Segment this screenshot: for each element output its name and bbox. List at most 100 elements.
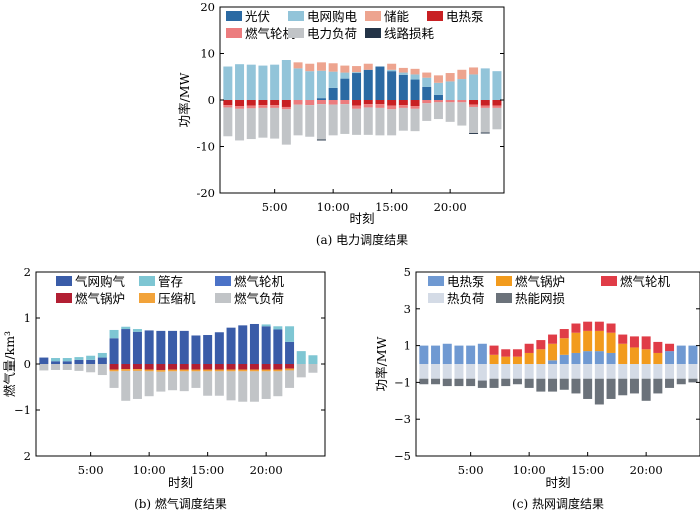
bar-b-燃气负荷-20: [261, 371, 271, 399]
legend-label-c-0: 电热泵: [447, 274, 485, 289]
bar-c-热负荷-15: [583, 364, 593, 379]
bar-a-燃气轮机-13: [363, 104, 373, 108]
bar-b-管存-22: [285, 326, 295, 342]
y-tick-label-c-0: −5: [394, 449, 411, 463]
bar-c-燃气锅炉-13: [559, 338, 569, 355]
legend-label-a-4: 燃气轮机: [245, 26, 296, 41]
legend-swatch-c-2: [601, 276, 617, 286]
bar-a-燃气轮机-18: [422, 100, 432, 104]
bar-c-热能网损-14: [571, 378, 581, 394]
bar-c-热能网损-12: [548, 378, 558, 392]
bar-b-压缩机-7: [109, 369, 119, 372]
bar-b-压缩机-15: [203, 369, 213, 372]
bar-a-电网购电-10: [328, 71, 338, 88]
legend-label-a-5: 电力负荷: [307, 26, 357, 41]
bar-a-储能-16: [398, 67, 408, 73]
bar-c-燃气锅炉-18: [618, 343, 628, 364]
x-tick-label-a-3: 20:00: [434, 200, 467, 214]
bar-a-储能-12: [352, 66, 362, 73]
bar-c-热能网损-3: [442, 378, 452, 387]
bar-b-气网购气-6: [97, 357, 107, 364]
bar-a-燃气轮机-21: [457, 100, 467, 103]
bar-b-气网购气-12: [168, 330, 178, 364]
bar-c-燃气轮机-13: [559, 329, 569, 339]
bar-b-压缩机-12: [168, 369, 178, 372]
bar-a-电网购电-7: [293, 68, 303, 100]
legend-label-b-3: 燃气锅炉: [75, 291, 125, 306]
bar-c-热能网损-17: [606, 378, 616, 399]
bar-c-热负荷-22: [665, 364, 675, 379]
bar-b-燃气锅炉-11: [156, 364, 166, 370]
bar-c-热能网损-13: [559, 378, 569, 390]
bar-a-电网购电-4: [258, 65, 268, 100]
bar-a-光伏-12: [352, 73, 362, 100]
bar-c-热能网损-6: [477, 380, 487, 388]
bar-a-储能-20: [445, 73, 455, 82]
bar-a-燃气轮机-9: [316, 100, 326, 105]
bar-b-压缩机-11: [156, 369, 166, 372]
bar-b-燃气锅炉-14: [191, 364, 201, 370]
bar-c-电热泵-22: [665, 351, 675, 364]
legend-label-a-6: 线路损耗: [384, 26, 435, 41]
bar-a-储能-11: [340, 65, 350, 73]
x-axis-title-b: 时刻: [168, 475, 193, 490]
bar-c-燃气锅炉-17: [606, 332, 616, 353]
bar-b-燃气负荷-5: [86, 364, 96, 373]
bar-c-热负荷-24: [688, 364, 698, 379]
y-axis-title-c: 功率/MW: [374, 336, 389, 391]
bar-a-电力负荷-17: [410, 108, 420, 132]
bar-b-燃气负荷-6: [97, 364, 107, 376]
bar-c-热能网损-11: [536, 378, 546, 392]
bar-c-电热泵-2: [431, 345, 441, 364]
legend-swatch-a-6: [365, 28, 381, 38]
bar-a-燃气轮机-3: [246, 105, 256, 109]
bar-b-燃气负荷-9: [132, 370, 142, 399]
bar-a-电网购电-1: [223, 66, 233, 100]
bar-b-管存-5: [86, 355, 96, 360]
y-axis-title-a: 功率/MW: [177, 72, 192, 127]
bar-b-气网购气-14: [191, 335, 201, 364]
bar-b-燃气负荷-2: [51, 364, 61, 370]
legend-swatch-c-3: [428, 293, 444, 303]
bar-a-电力负荷-6: [281, 109, 291, 145]
bar-a-燃气轮机-2: [235, 106, 245, 109]
bar-a-电力负荷-15: [387, 109, 397, 136]
y-tick-label-b-0: 2: [24, 449, 31, 463]
bar-a-电力负荷-19: [433, 102, 443, 120]
bar-a-电力负荷-10: [328, 104, 338, 136]
y-axis-title-b: 燃气量/km³: [2, 331, 17, 397]
legend-swatch-b-1: [139, 276, 155, 286]
bar-a-储能-9: [316, 62, 326, 71]
bar-b-燃气锅炉-13: [179, 364, 189, 370]
bar-a-燃气轮机-19: [433, 100, 443, 103]
legend-label-a-2: 储能: [384, 9, 410, 24]
bar-a-电热泵-3: [246, 100, 256, 106]
bar-a-燃气轮机-5: [270, 105, 280, 108]
bar-c-热能网损-21: [653, 378, 663, 394]
legend-swatch-c-0: [428, 276, 444, 286]
bar-a-电网购电-11: [340, 72, 350, 79]
bar-b-管存-24: [308, 355, 318, 364]
bar-a-燃气轮机-10: [328, 100, 338, 105]
bar-b-气网购气-19: [249, 323, 259, 364]
bar-b-燃气锅炉-15: [203, 364, 213, 370]
bar-a-电网购电-24: [492, 71, 502, 100]
bar-a-电热泵-22: [469, 100, 479, 105]
x-tick-label-c-1: 10:00: [513, 463, 546, 477]
bar-a-电热泵-13: [363, 100, 373, 105]
bar-b-燃气负荷-12: [168, 371, 178, 391]
bar-b-燃气负荷-1: [39, 364, 49, 371]
bar-a-电力负荷-9: [316, 104, 326, 140]
bar-b-燃气锅炉-7: [109, 364, 119, 370]
bar-b-燃气锅炉-9: [132, 364, 142, 370]
y-tick-label-a-3: 10: [200, 47, 215, 61]
bar-b-气网购气-22: [285, 341, 295, 364]
bar-b-管存-9: [132, 329, 142, 332]
bar-c-热负荷-7: [489, 364, 499, 379]
y-tick-label-c-4: 3: [404, 302, 411, 316]
bar-a-光伏-10: [328, 87, 338, 100]
bar-a-储能-22: [469, 67, 479, 75]
bar-b-压缩机-22: [285, 368, 295, 371]
bar-b-气网购气-16: [214, 332, 224, 364]
bar-b-气网购气-21: [273, 329, 283, 364]
